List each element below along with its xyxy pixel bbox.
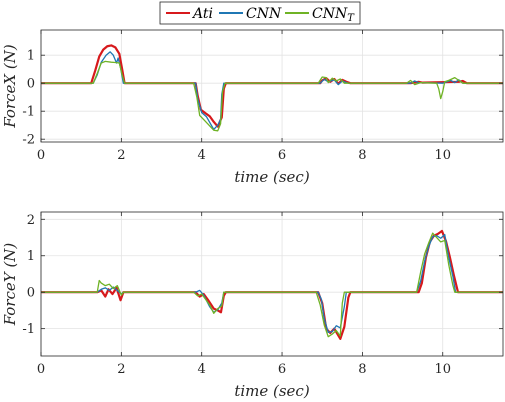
x-axis-label: time (sec) xyxy=(234,382,310,400)
legend-label-cnn: CNN xyxy=(246,6,282,22)
x-tick-label: 6 xyxy=(278,362,286,377)
y-tick-label: -1 xyxy=(22,322,35,337)
y-tick-label: 0 xyxy=(27,286,35,301)
series-group xyxy=(41,44,503,132)
x-tick-label: 2 xyxy=(117,148,125,163)
legend-label-cnn-t: CNNT xyxy=(312,6,355,24)
series-line-cnn-t xyxy=(41,232,503,338)
legend-label-cnn-t-subscript: T xyxy=(347,13,355,24)
y-axis-label: ForceX (N) xyxy=(1,44,19,128)
series-line-cnn xyxy=(41,233,503,333)
y-tick-label: 2 xyxy=(27,213,35,228)
x-tick-label: 10 xyxy=(434,362,451,377)
grid xyxy=(40,30,503,142)
y-tick-label: 0 xyxy=(27,77,35,92)
axes-frame xyxy=(40,211,504,357)
legend: Ati CNN CNNT xyxy=(159,1,361,25)
legend-label-cnn-t-base: CNN xyxy=(312,6,348,22)
chart-force-y: 0 2 4 6 8 10 -1 0 1 2 time (sec) ForceY (N) xyxy=(1,211,504,400)
series-line-ati xyxy=(41,44,503,128)
x-tick-label: 0 xyxy=(37,362,45,377)
x-tick-label: 4 xyxy=(198,362,206,377)
x-tick-label: 0 xyxy=(37,148,45,163)
x-tick-label: 6 xyxy=(278,148,286,163)
y-axis-label: ForceY (N) xyxy=(1,243,19,327)
series-line-cnn xyxy=(41,51,503,131)
legend-label-ati: Ati xyxy=(191,6,213,22)
y-tick-label: 1 xyxy=(27,49,35,64)
x-tick-label: 10 xyxy=(434,148,451,163)
x-tick-label: 8 xyxy=(358,148,366,163)
x-axis-label: time (sec) xyxy=(234,168,310,186)
y-tick-label: -2 xyxy=(22,133,35,148)
x-tick-label: 2 xyxy=(117,362,125,377)
x-tick-label: 4 xyxy=(198,148,206,163)
legend-box xyxy=(159,1,361,25)
series-group xyxy=(41,229,503,340)
y-tick-label: -1 xyxy=(22,105,35,120)
y-tick-label: 1 xyxy=(27,249,35,264)
axes-frame xyxy=(40,29,504,143)
x-tick-label: 8 xyxy=(358,362,366,377)
series-line-cnn-t xyxy=(41,60,503,132)
chart-force-x: 0 2 4 6 8 10 -2 -1 0 1 time (sec) ForceX (N) xyxy=(1,29,504,186)
